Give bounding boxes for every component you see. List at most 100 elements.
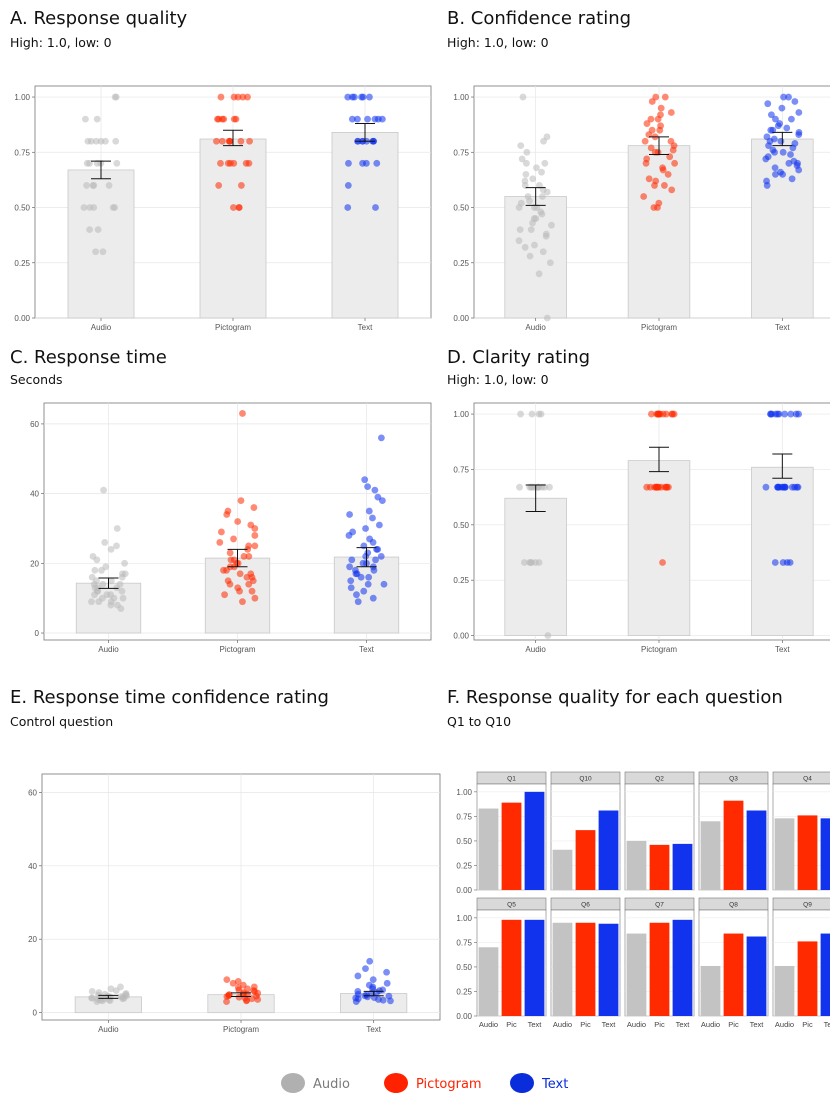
data-point-pictogram xyxy=(243,573,251,581)
data-point-text xyxy=(377,434,385,442)
data-point-audio xyxy=(118,573,126,581)
data-point-pictogram xyxy=(666,153,674,161)
data-point-text xyxy=(765,142,772,150)
facet-q9: Q9 Audio Pic Text xyxy=(772,897,830,1029)
data-point-pictogram xyxy=(251,542,259,550)
y-tick-label: 0.00 xyxy=(14,314,30,323)
y-tick-label: 0.25 xyxy=(14,259,30,268)
bar-audio xyxy=(626,840,647,890)
data-point-pictogram xyxy=(217,159,224,167)
x-tick-label: Pic xyxy=(654,1020,665,1029)
data-point-pictogram xyxy=(661,182,668,189)
data-point-pictogram xyxy=(643,120,651,127)
data-point-audio xyxy=(517,410,524,418)
legend-swatch xyxy=(384,1073,408,1093)
y-tick-label: 0.50 xyxy=(456,963,472,972)
bar-pictogram xyxy=(199,138,267,319)
y-tick-label: 1.00 xyxy=(453,410,469,419)
bar-text xyxy=(820,933,830,1016)
data-point-text xyxy=(795,109,803,116)
data-point-pictogram xyxy=(218,115,226,123)
data-point-audio xyxy=(86,226,94,234)
data-point-pictogram xyxy=(216,539,224,546)
legend-label: Text xyxy=(541,1077,568,1092)
facet-q4: Q4 xyxy=(772,771,830,891)
bar-audio xyxy=(478,947,499,1016)
bar-pic xyxy=(501,802,522,890)
bar-text xyxy=(751,138,814,319)
x-tick-label: Pic xyxy=(728,1020,739,1029)
data-point-text xyxy=(387,997,394,1005)
data-point-pictogram xyxy=(223,976,231,984)
data-point-text xyxy=(772,410,780,418)
data-point-pictogram xyxy=(251,532,259,539)
data-point-text xyxy=(378,497,386,504)
data-point-pictogram xyxy=(213,137,220,145)
data-point-text xyxy=(779,170,787,178)
data-point-text xyxy=(345,532,353,539)
data-point-text xyxy=(360,587,368,595)
data-point-pictogram xyxy=(661,483,669,491)
data-point-audio xyxy=(548,221,555,229)
data-point-text xyxy=(369,514,376,522)
facet-q8: Q8 Audio Pic Text xyxy=(698,897,769,1029)
data-point-pictogram xyxy=(244,93,251,101)
data-point-text xyxy=(357,573,365,581)
data-point-pictogram xyxy=(654,115,662,123)
panel-subtitle-c: Seconds xyxy=(10,372,63,387)
data-point-audio xyxy=(521,243,529,251)
facet-q6: Q6 Audio Pic Text xyxy=(550,897,621,1029)
x-tick-label: Text xyxy=(750,1020,765,1029)
data-point-pictogram xyxy=(670,410,678,418)
data-point-audio xyxy=(113,525,121,532)
data-point-audio xyxy=(93,115,101,123)
data-point-text xyxy=(789,144,797,152)
data-point-audio xyxy=(526,252,534,260)
data-point-text xyxy=(787,151,794,158)
chart-panel-a: 0.00 0.25 0.50 0.75 1.00 Audio Pictogram Text xyxy=(14,85,432,332)
data-point-audio xyxy=(517,142,525,150)
panel-title-f: F. Response quality for each question xyxy=(447,687,783,708)
data-point-audio xyxy=(119,995,127,1003)
data-point-text xyxy=(369,539,377,546)
x-tick-label: Text xyxy=(528,1020,543,1029)
data-point-pictogram xyxy=(647,115,655,123)
data-point-pictogram xyxy=(648,410,655,418)
bar-text xyxy=(524,791,545,890)
bar-pic xyxy=(797,941,818,1016)
data-point-text xyxy=(795,166,803,174)
y-tick-label: 60 xyxy=(28,788,37,797)
data-point-pictogram xyxy=(662,410,670,418)
legend-item-text: Text xyxy=(510,1073,568,1093)
facet-strip-label: Q8 xyxy=(729,902,738,909)
data-point-text xyxy=(377,552,385,560)
x-tick-label: Pictogram xyxy=(215,323,251,332)
data-point-text xyxy=(383,968,390,976)
data-point-audio xyxy=(112,987,120,995)
bar-text xyxy=(751,466,814,636)
y-tick-label: 40 xyxy=(28,862,37,871)
data-point-text xyxy=(787,410,795,418)
data-point-audio xyxy=(113,584,121,592)
data-point-audio xyxy=(121,559,128,567)
data-point-text xyxy=(364,115,371,123)
data-point-audio xyxy=(113,159,121,167)
data-point-audio xyxy=(99,248,107,256)
data-point-audio xyxy=(90,182,98,189)
data-point-pictogram xyxy=(239,410,246,417)
data-point-audio xyxy=(91,566,99,574)
data-point-pictogram xyxy=(217,528,225,536)
data-point-audio xyxy=(516,483,523,491)
chart-panel-c: 0 20 40 60 Audio Pictogram Text xyxy=(30,402,432,654)
data-point-text xyxy=(777,137,785,145)
bar-audio xyxy=(504,497,567,636)
data-point-text xyxy=(772,115,779,123)
data-point-pictogram xyxy=(234,518,242,525)
facet-strip xyxy=(772,771,830,785)
data-point-audio xyxy=(543,314,551,322)
data-point-text xyxy=(788,115,795,123)
data-point-audio xyxy=(106,997,114,1004)
data-point-pictogram xyxy=(248,995,256,1003)
data-point-audio xyxy=(99,580,107,588)
